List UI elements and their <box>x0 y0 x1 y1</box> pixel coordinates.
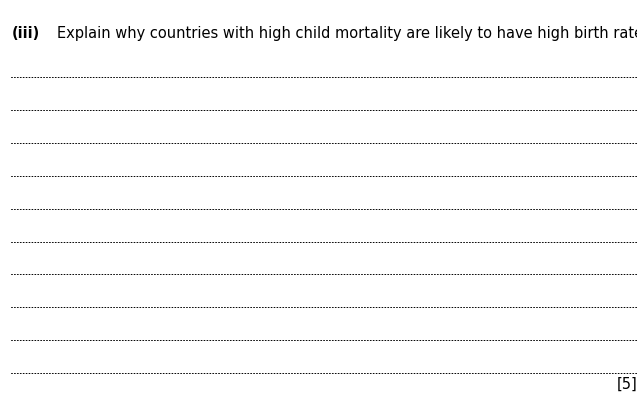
Text: Explain why countries with high child mortality are likely to have high birth ra: Explain why countries with high child mo… <box>57 26 637 41</box>
Text: [5]: [5] <box>616 377 637 392</box>
Text: (iii): (iii) <box>11 26 39 41</box>
